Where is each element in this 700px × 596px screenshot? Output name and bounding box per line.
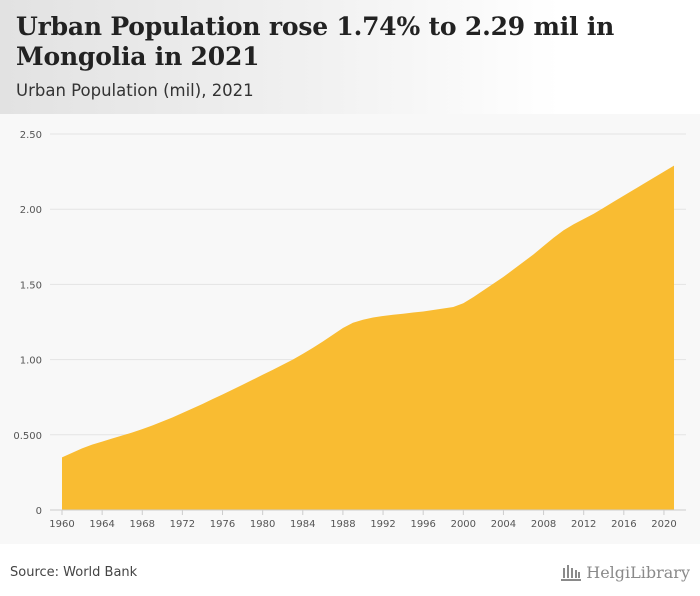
y-tick-label: 2.00 bbox=[20, 205, 42, 216]
y-tick-label: 1.00 bbox=[20, 356, 42, 367]
logo-text: HelgiLibrary bbox=[586, 562, 690, 582]
x-tick-label: 2008 bbox=[531, 519, 556, 530]
area-series-urban-population bbox=[62, 165, 674, 510]
y-tick-label: 1.50 bbox=[20, 280, 42, 291]
x-tick-label: 2000 bbox=[451, 519, 476, 530]
x-tick-label: 1976 bbox=[210, 519, 235, 530]
helgi-library-logo[interactable]: HelgiLibrary bbox=[560, 561, 690, 583]
area-chart: 0 0.500 1.00 1.50 2.00 2.50 1960 1964 1968 1972 19… bbox=[13, 130, 686, 530]
x-tick-label: 1968 bbox=[130, 519, 155, 530]
source-note: Source: World Bank bbox=[10, 565, 138, 580]
x-tick-label: 1960 bbox=[49, 519, 74, 530]
x-tick-label: 2016 bbox=[611, 519, 636, 530]
page-title: Urban Population rose 1.74% to 2.29 mil … bbox=[16, 12, 615, 71]
chart-area: 0 0.500 1.00 1.50 2.00 2.50 1960 1964 1968 1972 19… bbox=[0, 114, 700, 544]
axis-layer: 0 0.500 1.00 1.50 2.00 2.50 1960 1964 1968 1972 19… bbox=[13, 130, 686, 530]
x-tick-label: 1964 bbox=[89, 519, 114, 530]
footer bbox=[0, 544, 700, 596]
x-tick-label: 1992 bbox=[370, 519, 395, 530]
x-tick-label: 1984 bbox=[290, 519, 315, 530]
page-subtitle: Urban Population (mil), 2021 bbox=[16, 81, 254, 100]
x-tick-label: 2012 bbox=[571, 519, 596, 530]
header-banner: Urban Population rose 1.74% to 2.29 mil … bbox=[0, 0, 700, 114]
y-tick-label: 0 bbox=[36, 506, 42, 517]
y-tick-label: 0.500 bbox=[13, 431, 42, 442]
x-tick-label: 1996 bbox=[410, 519, 435, 530]
area-layer bbox=[62, 165, 674, 510]
x-tick-label: 1980 bbox=[250, 519, 275, 530]
x-tick-label: 1972 bbox=[170, 519, 195, 530]
x-tick-label: 1988 bbox=[330, 519, 355, 530]
y-tick-label: 2.50 bbox=[20, 130, 42, 141]
x-tick-label: 2020 bbox=[651, 519, 676, 530]
library-building-icon bbox=[561, 565, 582, 581]
x-tick-label: 2004 bbox=[491, 519, 516, 530]
